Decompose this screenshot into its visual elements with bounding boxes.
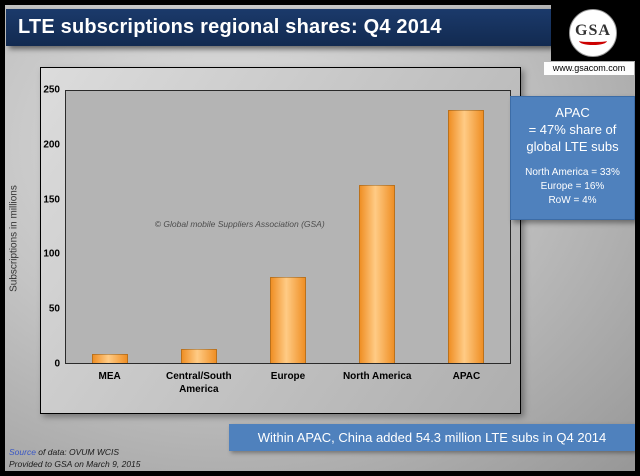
apac-share-headline: APAC = 47% share of global LTE subs	[526, 105, 619, 154]
y-axis-ticks: 0 50 100 150 200 250	[41, 85, 62, 370]
x-axis-category-label: North America	[342, 371, 412, 382]
gsa-logo-block: GSA	[551, 5, 635, 61]
website-label: www.gsacom.com	[544, 62, 634, 75]
x-axis-category-label: APAC	[452, 371, 481, 382]
apac-share-callout: APAC = 47% share of global LTE subs Nort…	[510, 96, 635, 220]
bar-slot	[244, 91, 333, 363]
y-tick-label: 250	[43, 84, 60, 96]
chart-bar	[92, 354, 129, 363]
source-rest: of data: OVUM WCIS	[35, 447, 120, 458]
y-tick-label: 150	[43, 194, 60, 206]
bar-slot	[155, 91, 244, 363]
china-callout-bar: Within APAC, China added 54.3 million LT…	[229, 424, 635, 451]
y-tick-label: 50	[48, 303, 60, 315]
chart-bar	[181, 348, 218, 363]
chart-bar	[269, 277, 306, 363]
y-tick-label: 0	[54, 358, 60, 370]
plot-area: © Global mobile Suppliers Association (G…	[65, 90, 511, 364]
china-callout-text: Within APAC, China added 54.3 million LT…	[257, 430, 607, 445]
chart-bar	[358, 184, 395, 363]
source-word: Source	[9, 447, 36, 458]
chart-watermark: © Global mobile Suppliers Association (G…	[154, 218, 325, 229]
source-line-1: Source of data: OVUM WCIS	[9, 447, 141, 458]
source-note: Source of data: OVUM WCIS Provided to GS…	[9, 447, 141, 470]
bars-container	[66, 91, 510, 363]
x-axis-category-label: Central/South America	[166, 371, 232, 395]
gsa-swoosh-icon	[579, 37, 607, 45]
title-bar: LTE subscriptions regional shares: Q4 20…	[6, 9, 551, 46]
y-axis-title: Subscriptions in millions	[8, 185, 20, 292]
x-axis-labels: MEA Central/South America Europe North Amer…	[65, 370, 511, 396]
regional-shares-detail: North America = 33% Europe = 16% RoW = 4…	[525, 166, 620, 206]
bar-slot	[332, 91, 421, 363]
x-axis-category-label: Europe	[270, 371, 306, 382]
gsa-logo: GSA	[569, 9, 617, 57]
source-line-2: Provided to GSA on March 9, 2015	[9, 458, 141, 469]
gsa-logo-text: GSA	[575, 21, 611, 39]
page-title: LTE subscriptions regional shares: Q4 20…	[18, 16, 442, 38]
bar-slot	[66, 91, 155, 363]
bar-chart: © Global mobile Suppliers Association (G…	[40, 67, 521, 414]
chart-bar	[447, 109, 484, 363]
bar-slot	[421, 91, 510, 363]
y-tick-label: 200	[43, 139, 60, 151]
x-axis-category-label: MEA	[98, 371, 121, 382]
y-tick-label: 100	[43, 248, 60, 260]
